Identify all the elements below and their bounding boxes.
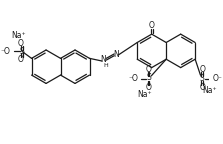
Text: O: O bbox=[146, 65, 151, 74]
Text: O⁻: O⁻ bbox=[213, 74, 223, 83]
Text: Na⁺: Na⁺ bbox=[202, 86, 217, 95]
Text: Na⁺: Na⁺ bbox=[138, 90, 152, 99]
Text: H: H bbox=[104, 63, 109, 68]
Text: S: S bbox=[146, 73, 151, 82]
Text: O: O bbox=[199, 65, 205, 74]
Text: S: S bbox=[200, 74, 204, 83]
Text: O: O bbox=[18, 39, 24, 48]
Text: S: S bbox=[19, 47, 24, 56]
Text: O: O bbox=[199, 83, 205, 92]
Text: N: N bbox=[101, 55, 106, 64]
Text: O: O bbox=[18, 55, 24, 64]
Text: Na⁺: Na⁺ bbox=[11, 31, 26, 40]
Text: O: O bbox=[149, 21, 155, 30]
Text: ⁻O: ⁻O bbox=[1, 47, 10, 56]
Text: N: N bbox=[113, 50, 119, 59]
Text: ⁻O: ⁻O bbox=[128, 74, 138, 83]
Text: O: O bbox=[146, 83, 151, 92]
